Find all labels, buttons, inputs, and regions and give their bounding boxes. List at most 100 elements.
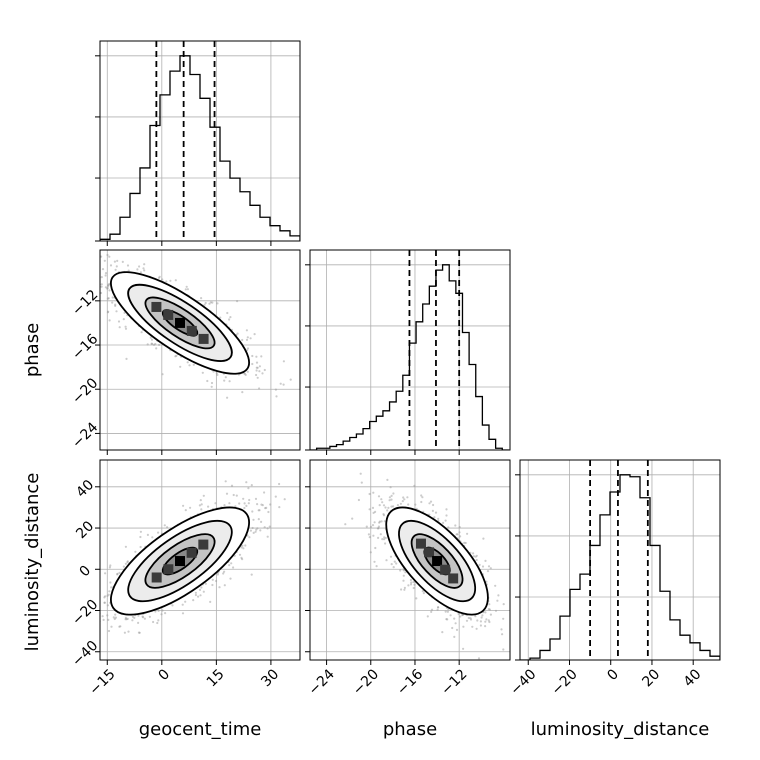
scatter-point bbox=[274, 495, 277, 498]
scatter-point bbox=[254, 497, 258, 500]
density-layer bbox=[344, 472, 505, 660]
scatter-point bbox=[115, 265, 118, 268]
density-bin bbox=[424, 547, 435, 558]
scatter-point bbox=[235, 494, 238, 497]
scatter-point bbox=[197, 595, 200, 598]
scatter-point bbox=[106, 594, 109, 598]
scatter-point bbox=[260, 520, 263, 524]
scatter-point bbox=[181, 612, 185, 615]
scatter-point bbox=[446, 610, 449, 613]
scatter-point bbox=[257, 518, 260, 521]
scatter-point bbox=[149, 336, 152, 339]
scatter-point bbox=[399, 569, 402, 572]
scatter-point bbox=[241, 544, 244, 547]
scatter-point bbox=[375, 565, 378, 568]
scatter-point bbox=[244, 544, 247, 547]
density-bin bbox=[163, 564, 174, 575]
scatter-point bbox=[500, 628, 503, 631]
scatter-point bbox=[204, 582, 207, 585]
scatter-point bbox=[266, 527, 269, 530]
scatter-point bbox=[379, 533, 382, 536]
scatter-point bbox=[251, 526, 254, 530]
scatter-point bbox=[475, 554, 478, 557]
scatter-point bbox=[444, 610, 447, 613]
scatter-point bbox=[229, 577, 232, 580]
scatter-point bbox=[114, 613, 117, 616]
scatter-point bbox=[150, 338, 154, 341]
scatter-point bbox=[399, 502, 402, 505]
scatter-point bbox=[413, 484, 416, 487]
scatter-point bbox=[446, 618, 449, 621]
scatter-point bbox=[151, 342, 154, 345]
scatter-point bbox=[269, 503, 272, 506]
scatter-point bbox=[92, 286, 94, 288]
scatter-point bbox=[476, 619, 479, 622]
panel-border bbox=[99, 459, 301, 661]
scatter-point bbox=[163, 524, 166, 527]
scatter-point bbox=[266, 535, 269, 538]
scatter-point bbox=[453, 635, 456, 639]
scatter-point bbox=[479, 624, 482, 627]
scatter-point bbox=[209, 600, 212, 604]
scatter-point bbox=[246, 336, 249, 339]
scatter-point bbox=[228, 564, 231, 567]
scatter-point bbox=[224, 376, 227, 379]
scatter-point bbox=[481, 614, 484, 617]
scatter-point bbox=[250, 573, 253, 576]
scatter-point bbox=[161, 278, 164, 281]
scatter-point bbox=[171, 604, 174, 607]
x-tick-label: −20 bbox=[549, 666, 581, 698]
scatter-point bbox=[247, 502, 250, 505]
density-bin bbox=[440, 564, 451, 575]
scatter-point bbox=[430, 608, 434, 611]
scatter-point bbox=[384, 506, 387, 509]
scatter-point bbox=[402, 574, 405, 577]
scatter-point bbox=[101, 268, 105, 271]
scatter-point bbox=[263, 491, 266, 494]
scatter-point bbox=[232, 566, 235, 569]
scatter-point bbox=[429, 500, 433, 503]
scatter-point bbox=[488, 603, 491, 606]
scatter-point bbox=[139, 271, 142, 274]
scatter-point bbox=[477, 657, 481, 660]
scatter-point bbox=[117, 320, 121, 323]
scatter-point bbox=[126, 264, 130, 267]
y-tick-label: 40 bbox=[73, 477, 97, 501]
scatter-point bbox=[116, 573, 119, 576]
scatter-point bbox=[123, 311, 126, 314]
x-tick-label: −20 bbox=[350, 666, 382, 698]
scatter-point bbox=[465, 619, 469, 622]
scatter-point bbox=[137, 614, 140, 617]
scatter-point bbox=[359, 472, 362, 475]
scatter-point bbox=[116, 259, 119, 262]
scatter-point bbox=[401, 500, 404, 503]
scatter-point bbox=[158, 275, 161, 278]
scatter-point bbox=[246, 370, 249, 373]
scatter-point bbox=[108, 566, 111, 569]
scatter-point bbox=[255, 355, 258, 358]
scatter-point bbox=[100, 276, 103, 279]
scatter-point bbox=[108, 319, 111, 322]
scatter-point bbox=[501, 633, 504, 636]
scatter-point bbox=[278, 482, 281, 486]
scatter-point bbox=[458, 526, 461, 529]
density-bin bbox=[186, 325, 197, 336]
scatter-point bbox=[484, 611, 487, 614]
scatter-point bbox=[256, 503, 259, 506]
scatter-point bbox=[112, 616, 115, 619]
scatter-point bbox=[131, 615, 134, 618]
scatter-point bbox=[109, 564, 112, 567]
scatter-point bbox=[444, 519, 447, 522]
scatter-point bbox=[110, 625, 113, 628]
scatter-point bbox=[380, 498, 383, 501]
x-tick-label: 30 bbox=[258, 666, 282, 690]
scatter-point bbox=[246, 347, 250, 350]
scatter-point bbox=[371, 524, 375, 527]
scatter-point bbox=[103, 259, 106, 262]
scatter-point bbox=[106, 311, 109, 314]
scatter-point bbox=[263, 368, 266, 372]
scatter-point bbox=[407, 584, 410, 587]
x-tick-label: −12 bbox=[438, 666, 470, 698]
scatter-point bbox=[124, 545, 127, 548]
